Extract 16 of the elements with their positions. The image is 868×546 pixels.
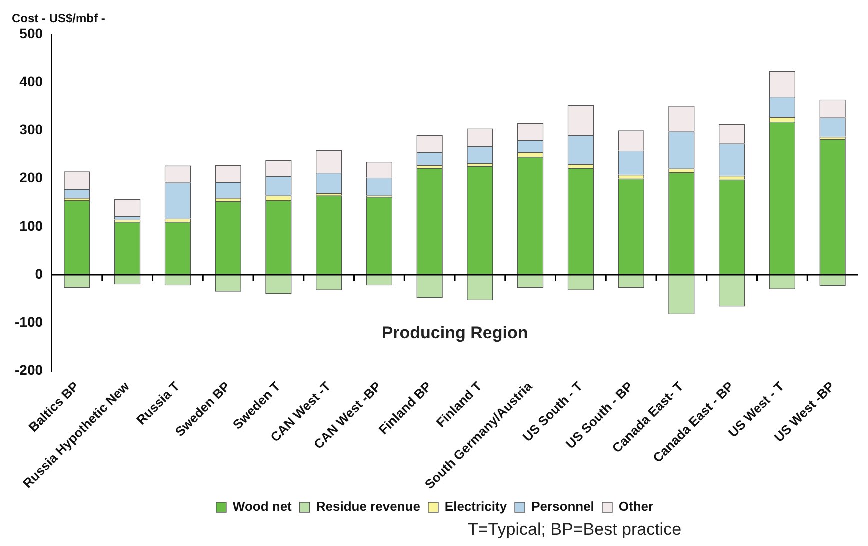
legend-label: Wood net (232, 499, 293, 514)
y-tick-label: 200 (20, 170, 44, 186)
legend-label: Residue revenue (316, 499, 420, 514)
y-tick-label: 0 (35, 266, 44, 282)
legend-label: Other (618, 499, 654, 514)
text: T=Typical; BP=Best practice (468, 520, 682, 540)
y-tick-label: 100 (20, 218, 44, 234)
y-tick-label: 400 (20, 73, 44, 90)
y-tick-label: 300 (20, 122, 44, 138)
y-axis-title: Cost - US$/mbf - (12, 12, 106, 26)
y-tick-label: 500 (20, 25, 44, 42)
y-tick-label: -200 (14, 362, 44, 378)
x-axis-title: Producing Region (382, 323, 528, 342)
y-tick-label: -100 (14, 314, 44, 330)
legend-label: Personnel (532, 499, 594, 514)
legend-label: Electricity (444, 499, 508, 514)
